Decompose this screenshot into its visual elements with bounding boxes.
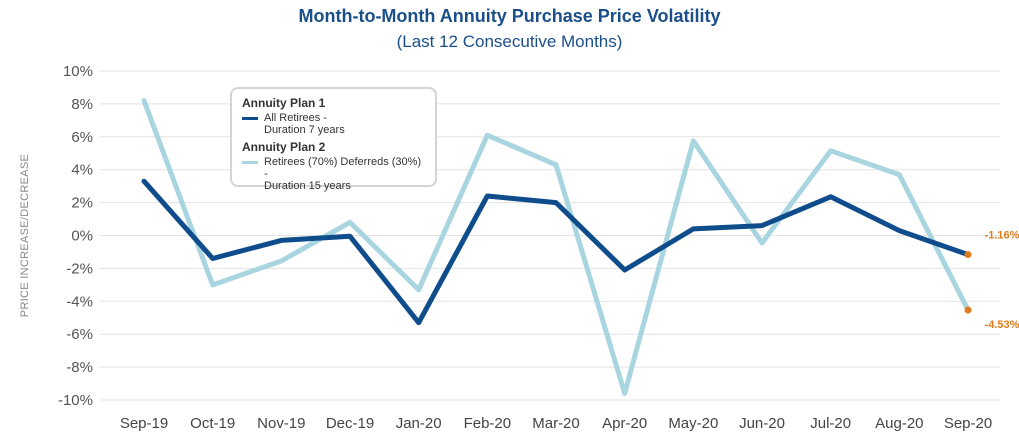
chart-title: Month-to-Month Annuity Purchase Price Vo… bbox=[298, 6, 721, 26]
end-point-marker bbox=[964, 251, 972, 259]
series-line-2 bbox=[141, 98, 971, 396]
x-tick-label: Feb-20 bbox=[464, 415, 512, 432]
x-tick-label: Sep-20 bbox=[944, 415, 992, 432]
y-tick-label: 4% bbox=[71, 162, 93, 179]
chart-subtitle: (Last 12 Consecutive Months) bbox=[396, 32, 623, 51]
legend-label-plan-2: Retirees (70%) Deferreds (30%) - Duratio… bbox=[264, 156, 422, 192]
x-tick-label: Aug-20 bbox=[875, 415, 923, 432]
data-label: -1.16% bbox=[985, 230, 1019, 242]
x-tick-label: Oct-19 bbox=[190, 415, 235, 432]
x-tick-label: Sep-19 bbox=[120, 415, 168, 432]
y-axis-label: PRICE INCREASE/DECREASE bbox=[19, 154, 31, 317]
y-tick-label: -6% bbox=[66, 326, 93, 343]
end-point-marker bbox=[964, 306, 972, 314]
legend-swatch-plan-2 bbox=[242, 161, 258, 164]
legend-group-plan-1: Annuity Plan 1 bbox=[242, 96, 326, 110]
x-tick-label: Nov-19 bbox=[257, 415, 305, 432]
x-tick-label: Dec-19 bbox=[326, 415, 374, 432]
y-tick-label: 2% bbox=[71, 195, 93, 212]
y-tick-label: -4% bbox=[66, 293, 93, 310]
x-tick-label: May-20 bbox=[668, 415, 718, 432]
series-line-1 bbox=[141, 178, 971, 326]
y-tick-label: 6% bbox=[71, 129, 93, 146]
y-tick-label: 8% bbox=[71, 96, 93, 113]
legend-label-plan-1: All Retirees - Duration 7 years bbox=[264, 112, 345, 136]
legend-item-plan-2: Retirees (70%) Deferreds (30%) - Duratio… bbox=[242, 156, 425, 192]
legend-group-plan-2: Annuity Plan 2 bbox=[242, 140, 326, 154]
y-tick-label: -10% bbox=[58, 392, 93, 409]
x-tick-label: Jul-20 bbox=[810, 415, 851, 432]
x-tick-label: Mar-20 bbox=[532, 415, 580, 432]
data-label: -4.53% bbox=[985, 319, 1019, 331]
x-tick-label: Apr-20 bbox=[602, 415, 647, 432]
y-tick-label: -2% bbox=[66, 260, 93, 277]
legend-item-plan-1: All Retirees - Duration 7 years bbox=[242, 112, 425, 136]
x-tick-label: Jun-20 bbox=[739, 415, 785, 432]
y-tick-label: 0% bbox=[71, 228, 93, 245]
y-tick-label: -8% bbox=[66, 359, 93, 376]
x-tick-label: Jan-20 bbox=[396, 415, 442, 432]
chart-legend: Annuity Plan 1 All Retirees - Duration 7… bbox=[230, 87, 437, 192]
legend-swatch-plan-1 bbox=[242, 117, 258, 120]
y-tick-label: 10% bbox=[63, 63, 93, 80]
